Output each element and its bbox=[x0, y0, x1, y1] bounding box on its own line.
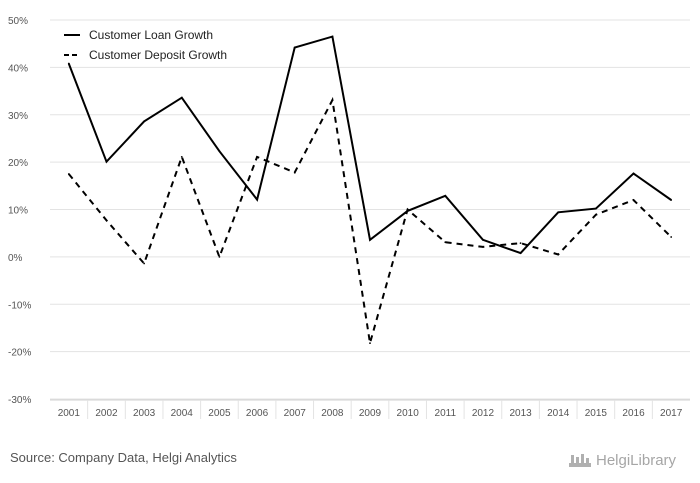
x-tick-label: 2004 bbox=[171, 408, 194, 419]
data-point bbox=[632, 199, 635, 201]
x-tick-label: 2015 bbox=[585, 408, 608, 419]
x-tick-label: 2008 bbox=[321, 408, 344, 419]
data-point bbox=[482, 246, 484, 248]
data-point bbox=[143, 120, 146, 123]
data-point bbox=[557, 253, 560, 256]
x-tick-label: 2009 bbox=[359, 408, 382, 419]
x-tick-label: 2003 bbox=[133, 408, 156, 419]
series-line-loan bbox=[67, 35, 672, 255]
data-point bbox=[519, 242, 522, 245]
data-point bbox=[670, 236, 673, 238]
data-point bbox=[180, 96, 183, 99]
data-point bbox=[444, 241, 447, 244]
x-tick-label: 2016 bbox=[622, 408, 645, 419]
y-tick-label: -30% bbox=[8, 395, 31, 406]
y-tick-label: 30% bbox=[8, 111, 28, 122]
y-tick-label: 50% bbox=[8, 16, 28, 27]
data-point bbox=[406, 208, 409, 211]
x-axis: 2001 2002 2003 2004 2005 2006 2007 2008 2009 2010… bbox=[58, 400, 683, 419]
x-tick-label: 2001 bbox=[58, 408, 81, 419]
y-axis: 50% 40% 30% 20% 10% 0% -10% -20% -30% bbox=[8, 16, 31, 406]
data-point bbox=[293, 171, 296, 174]
data-point bbox=[594, 207, 597, 210]
data-point bbox=[180, 156, 183, 158]
y-tick-label: -20% bbox=[8, 348, 31, 359]
data-point bbox=[369, 238, 371, 241]
legend: Customer Loan Growth Customer Deposit Gro… bbox=[64, 28, 227, 62]
data-point bbox=[369, 342, 371, 344]
data-point bbox=[67, 62, 70, 65]
x-tick-label: 2010 bbox=[397, 408, 420, 419]
y-tick-label: 20% bbox=[8, 158, 28, 169]
data-point bbox=[557, 211, 560, 214]
legend-label: Customer Loan Growth bbox=[89, 28, 213, 42]
data-point bbox=[218, 255, 221, 258]
data-point bbox=[444, 194, 447, 197]
x-tick-label: 2002 bbox=[95, 408, 118, 419]
x-tick-label: 2006 bbox=[246, 408, 269, 419]
x-tick-label: 2012 bbox=[472, 408, 495, 419]
data-point bbox=[519, 252, 522, 254]
data-point bbox=[632, 172, 635, 175]
series-lines bbox=[67, 35, 673, 344]
x-tick-label: 2017 bbox=[660, 408, 683, 419]
x-tick-label: 2014 bbox=[547, 408, 570, 419]
data-point bbox=[670, 199, 673, 201]
y-tick-label: 10% bbox=[8, 206, 28, 217]
data-point bbox=[218, 150, 221, 153]
data-point bbox=[482, 238, 484, 241]
data-point bbox=[594, 213, 597, 216]
x-tick-label: 2013 bbox=[509, 408, 532, 419]
data-point bbox=[331, 35, 334, 38]
source-note: Source: Company Data, Helgi Analytics bbox=[10, 450, 237, 465]
data-point bbox=[293, 46, 296, 49]
data-point bbox=[256, 198, 258, 201]
legend-label: Customer Deposit Growth bbox=[89, 48, 227, 62]
data-point bbox=[67, 173, 70, 175]
y-tick-label: 0% bbox=[8, 253, 23, 264]
y-tick-label: 40% bbox=[8, 63, 28, 74]
data-point bbox=[105, 219, 108, 222]
grid bbox=[50, 19, 690, 401]
y-tick-label: -10% bbox=[8, 300, 31, 311]
series-line-deposit bbox=[68, 96, 672, 344]
data-point bbox=[143, 262, 146, 265]
x-tick-label: 2005 bbox=[208, 408, 231, 419]
library-icon bbox=[569, 454, 591, 467]
data-point bbox=[331, 99, 334, 101]
x-tick-label: 2007 bbox=[284, 408, 307, 419]
x-tick-label: 2011 bbox=[435, 408, 457, 419]
data-point bbox=[256, 156, 258, 158]
data-point bbox=[105, 160, 108, 163]
brand-name: HelgiLibrary bbox=[596, 451, 677, 469]
brand-logo: HelgiLibrary bbox=[568, 448, 692, 472]
